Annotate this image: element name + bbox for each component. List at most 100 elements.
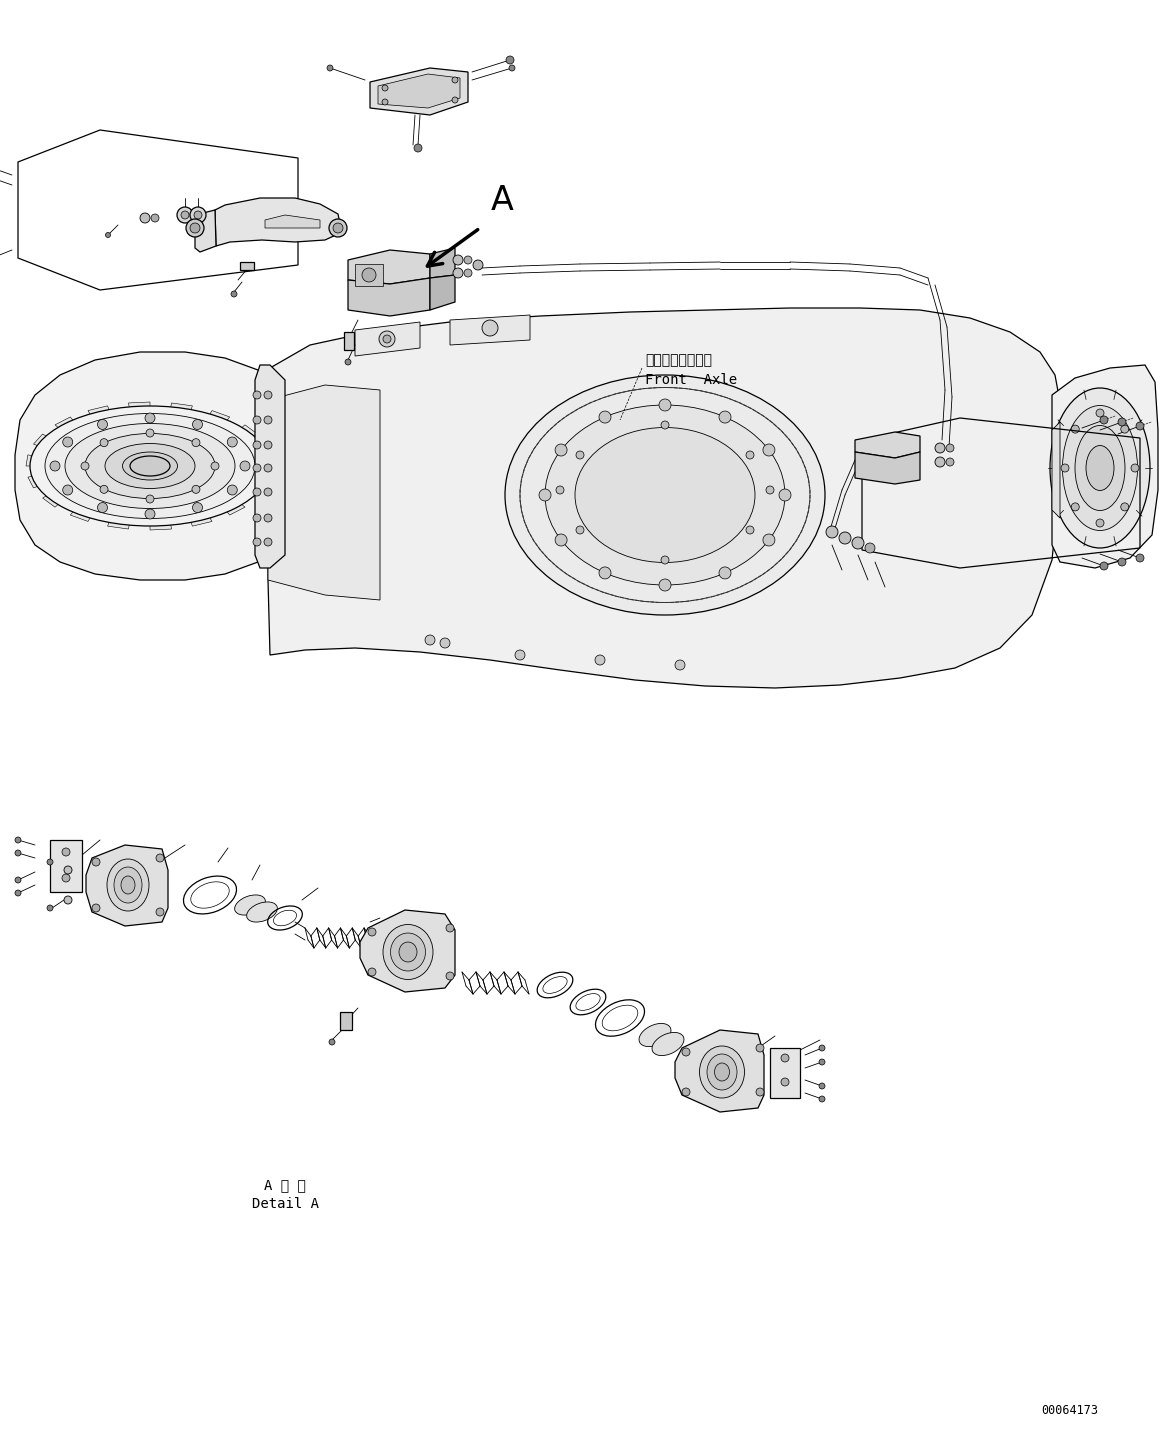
Polygon shape (86, 845, 167, 926)
Ellipse shape (65, 424, 235, 509)
Ellipse shape (107, 858, 149, 911)
Polygon shape (108, 517, 130, 529)
Circle shape (682, 1048, 690, 1056)
Polygon shape (43, 493, 62, 507)
Circle shape (661, 556, 669, 565)
Polygon shape (255, 365, 285, 567)
Circle shape (454, 268, 463, 278)
Circle shape (782, 1078, 789, 1086)
Circle shape (381, 99, 388, 105)
Circle shape (211, 461, 219, 470)
Circle shape (264, 391, 272, 398)
Polygon shape (1053, 421, 1059, 517)
Ellipse shape (638, 1023, 671, 1046)
Circle shape (675, 661, 685, 671)
Ellipse shape (391, 933, 426, 972)
Bar (355, 264, 383, 287)
Circle shape (329, 1039, 335, 1045)
Circle shape (424, 635, 435, 645)
Circle shape (464, 257, 472, 264)
Circle shape (1100, 562, 1108, 570)
Circle shape (445, 924, 454, 931)
Polygon shape (355, 322, 420, 355)
Circle shape (193, 420, 202, 430)
Circle shape (264, 514, 272, 522)
Circle shape (254, 391, 261, 398)
Circle shape (1118, 418, 1126, 426)
Circle shape (145, 413, 155, 423)
Circle shape (1136, 555, 1144, 562)
Circle shape (515, 651, 525, 661)
Circle shape (464, 269, 472, 277)
Ellipse shape (85, 434, 215, 499)
Ellipse shape (114, 867, 142, 903)
Text: Front  Axle: Front Axle (645, 373, 737, 387)
Circle shape (345, 360, 351, 365)
Circle shape (254, 514, 261, 522)
Circle shape (935, 457, 946, 467)
Ellipse shape (399, 941, 418, 962)
Bar (340, 1012, 352, 1030)
Circle shape (1071, 503, 1079, 512)
Polygon shape (265, 215, 320, 228)
Circle shape (15, 850, 21, 856)
Circle shape (254, 489, 261, 496)
Circle shape (190, 224, 200, 234)
Circle shape (81, 461, 90, 470)
Bar (770, 1048, 800, 1098)
Circle shape (763, 535, 775, 546)
Circle shape (192, 486, 200, 493)
Polygon shape (28, 476, 42, 487)
Bar (50, 840, 83, 891)
Circle shape (254, 441, 261, 449)
Circle shape (576, 451, 584, 459)
Circle shape (454, 255, 463, 265)
Ellipse shape (105, 443, 195, 489)
Circle shape (473, 259, 483, 269)
Circle shape (839, 532, 851, 545)
Circle shape (661, 421, 669, 428)
Circle shape (254, 537, 261, 546)
Circle shape (333, 224, 343, 234)
Circle shape (47, 906, 53, 911)
Polygon shape (267, 385, 380, 600)
Circle shape (779, 489, 791, 502)
Circle shape (264, 537, 272, 546)
Circle shape (329, 219, 347, 236)
Polygon shape (1053, 365, 1158, 567)
Polygon shape (370, 67, 468, 115)
Circle shape (15, 877, 21, 883)
Circle shape (414, 143, 422, 152)
Circle shape (445, 972, 454, 980)
Circle shape (756, 1045, 764, 1052)
Circle shape (47, 858, 53, 866)
Circle shape (368, 969, 376, 976)
Circle shape (254, 416, 261, 424)
Circle shape (92, 858, 100, 866)
Ellipse shape (699, 1046, 744, 1098)
Circle shape (62, 848, 70, 856)
Circle shape (50, 461, 60, 471)
Polygon shape (150, 520, 171, 530)
Circle shape (227, 437, 237, 447)
Circle shape (15, 890, 21, 896)
Polygon shape (238, 424, 257, 438)
Polygon shape (215, 198, 340, 246)
Polygon shape (55, 417, 76, 431)
Circle shape (682, 1088, 690, 1096)
Circle shape (452, 97, 458, 103)
Polygon shape (34, 434, 50, 447)
Circle shape (599, 411, 611, 423)
Circle shape (1130, 464, 1139, 471)
Circle shape (231, 291, 237, 297)
Circle shape (379, 331, 395, 347)
Ellipse shape (1075, 426, 1125, 510)
Circle shape (576, 526, 584, 535)
Circle shape (852, 537, 864, 549)
Polygon shape (361, 910, 455, 992)
Circle shape (100, 486, 108, 493)
Circle shape (556, 486, 564, 494)
Ellipse shape (714, 1063, 729, 1080)
Circle shape (1096, 408, 1104, 417)
Polygon shape (224, 502, 245, 514)
